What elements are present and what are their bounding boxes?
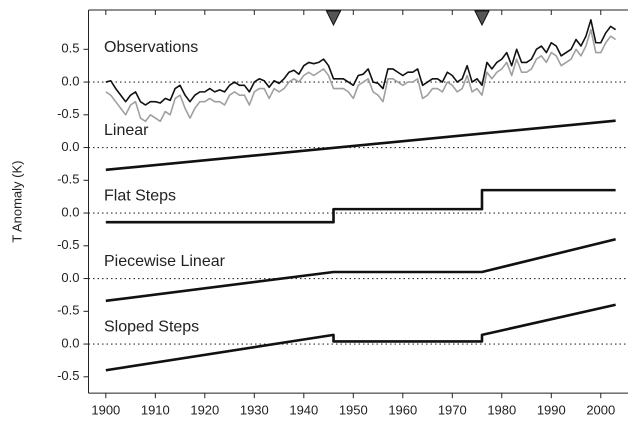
x-tick-label: 1990 — [537, 403, 566, 418]
panel-title: Piecewise Linear — [104, 253, 226, 270]
y-tick-label: 0.0 — [61, 204, 79, 219]
panel-title: Observations — [104, 39, 198, 56]
series-line — [105, 19, 617, 106]
y-tick-label: -0.5 — [57, 237, 79, 252]
x-tick-label: 1940 — [289, 403, 318, 418]
y-tick-label: -0.5 — [57, 172, 79, 187]
x-tick-label: 2000 — [586, 403, 615, 418]
y-tick-label: 0.0 — [61, 270, 79, 285]
series-line — [105, 28, 617, 123]
y-tick-label: -0.5 — [57, 303, 79, 318]
series-line — [105, 237, 616, 303]
x-tick-label: 1930 — [240, 403, 269, 418]
y-axis-label: T Anomaly (K) — [9, 161, 24, 243]
x-tick-label: 1960 — [388, 403, 417, 418]
y-tick-label: -0.5 — [57, 106, 79, 121]
x-tick-label: 1900 — [91, 403, 120, 418]
x-tick-label: 1910 — [141, 403, 170, 418]
x-tick-label: 1950 — [339, 403, 368, 418]
panel-title: Sloped Steps — [104, 319, 199, 336]
y-tick-label: -0.5 — [57, 368, 79, 383]
y-tick-label: 0.0 — [61, 139, 79, 154]
panel-title: Flat Steps — [104, 188, 176, 205]
x-tick-label: 1970 — [438, 403, 467, 418]
y-tick-label: 0.0 — [61, 335, 79, 350]
event-marker — [474, 10, 490, 27]
series-line — [105, 119, 616, 172]
x-tick-label: 1920 — [190, 403, 219, 418]
y-tick-label: 0.0 — [61, 73, 79, 88]
series-line — [105, 188, 616, 224]
event-marker — [325, 10, 342, 27]
series-line — [105, 303, 616, 372]
y-tick-label: 0.5 — [61, 41, 79, 56]
x-tick-label: 1980 — [487, 403, 516, 418]
panel-title: Linear — [104, 122, 149, 139]
